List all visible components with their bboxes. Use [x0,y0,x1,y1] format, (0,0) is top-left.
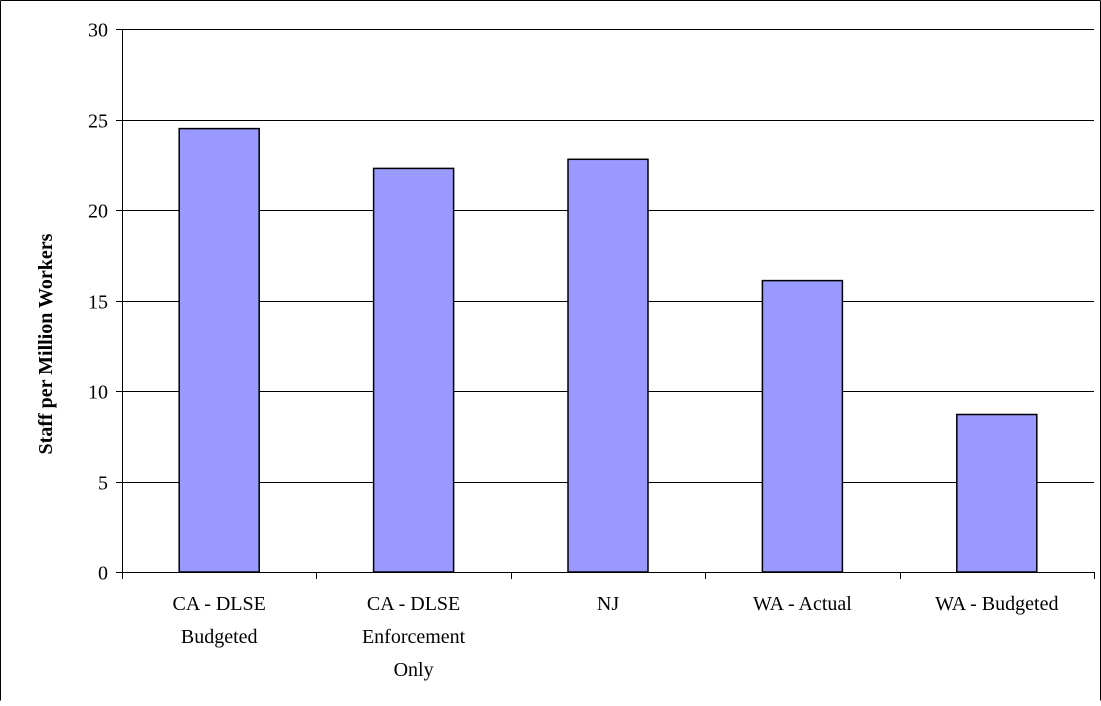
x-category-label-line: Budgeted [181,626,258,648]
x-category-label-line: CA - DLSE [173,593,266,615]
bar [567,158,649,573]
x-category-label: CA - DLSE Enforcement Only [362,593,466,681]
y-tick-label: 0 [98,563,108,585]
bars [178,127,1038,573]
axes [116,29,1095,579]
x-category-labels: CA - DLSE Budgeted CA - DLSE Enforcement Onl… [173,593,1059,681]
x-category-label-line: WA - Actual [753,593,852,615]
y-tick-label: 20 [88,201,108,223]
y-tick-label: 5 [98,473,108,495]
bar [178,127,260,573]
y-tick-label: 15 [88,292,108,314]
y-axis-title: Staff per Million Workers [35,233,57,454]
x-category-label-line: WA - Budgeted [935,593,1058,615]
x-category-label: CA - DLSE Budgeted [173,593,266,648]
x-category-label-line: NJ [597,593,619,615]
bar [956,413,1038,573]
y-tick-label: 25 [88,111,108,133]
y-tick-labels: 0 5 10 15 20 25 30 [88,20,108,585]
y-tick-label: 10 [88,382,108,404]
bar [761,279,844,573]
x-category-label-line: CA - DLSE [367,593,460,615]
x-category-label-line: Only [394,659,434,681]
x-category-label: WA - Budgeted [935,593,1058,615]
x-category-label: NJ [597,593,619,615]
x-category-label-line: Enforcement [362,626,466,648]
y-tick-label: 30 [88,20,108,42]
x-category-label: WA - Actual [753,593,852,615]
bar [372,167,455,573]
